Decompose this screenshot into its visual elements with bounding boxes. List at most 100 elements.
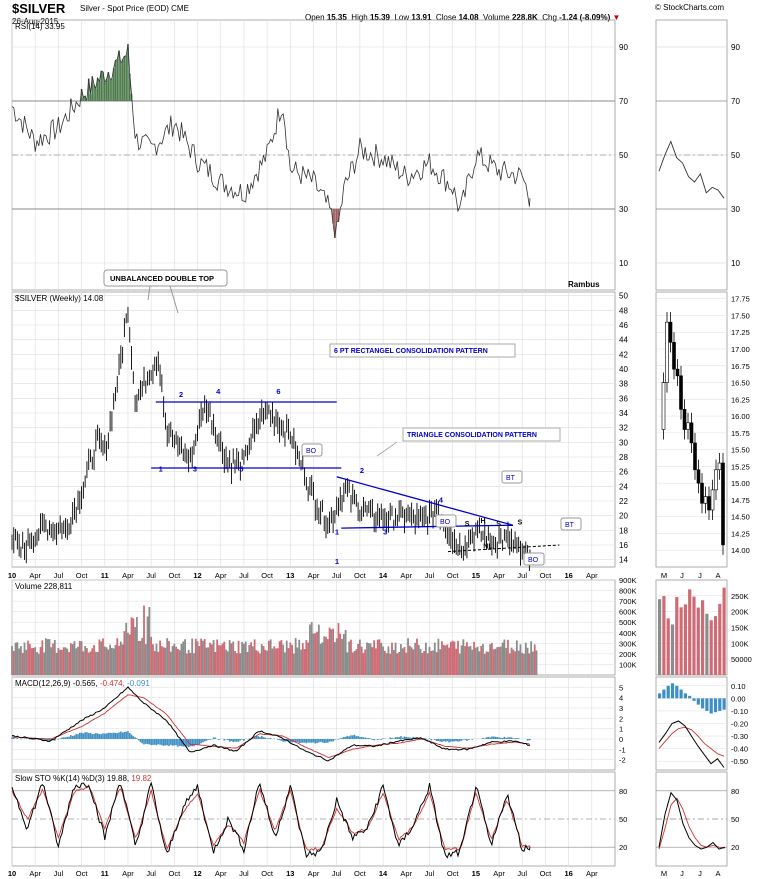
daily-candle-body bbox=[668, 321, 673, 343]
volume-bar bbox=[357, 643, 360, 675]
macd-histogram-bar bbox=[123, 731, 126, 739]
volume-bar bbox=[376, 639, 379, 675]
volume-bar bbox=[73, 641, 76, 675]
macd-histogram-bar bbox=[230, 739, 233, 742]
daily-candle-body bbox=[707, 496, 711, 511]
macd-histogram-bar bbox=[62, 737, 65, 739]
stochastic-d-line bbox=[11, 784, 531, 852]
volume-bar bbox=[48, 639, 51, 675]
volume-bar bbox=[237, 640, 240, 675]
daily-macd-tick-label: -0.20 bbox=[731, 720, 748, 729]
volume-bar bbox=[335, 638, 338, 675]
volume-bar bbox=[375, 648, 377, 675]
macd-histogram-bar bbox=[508, 737, 511, 739]
macd-histogram-bar bbox=[269, 738, 272, 739]
volume-bar bbox=[226, 651, 229, 675]
volume-bar bbox=[348, 641, 351, 675]
volume-bar bbox=[328, 627, 331, 675]
bottom-x-tick-label: 10 bbox=[8, 869, 16, 878]
macd-histogram-bar bbox=[178, 739, 181, 746]
macd-histogram-bar bbox=[232, 739, 235, 743]
shoulder-left: S bbox=[465, 521, 470, 528]
volume-bar bbox=[474, 647, 477, 675]
volume-bar bbox=[401, 648, 404, 675]
shoulder-right-2: S bbox=[518, 519, 523, 526]
macd-tick-label: 0 bbox=[619, 735, 623, 744]
rect-point-6: 6 bbox=[276, 387, 280, 396]
price-tick-label: 38 bbox=[619, 380, 628, 389]
daily-macd-line bbox=[658, 720, 725, 768]
price-x-tick-label: Apr bbox=[215, 571, 227, 580]
author-label: Rambus bbox=[568, 280, 600, 289]
macd-histogram-bar bbox=[227, 739, 229, 741]
price-tick-label: 26 bbox=[619, 468, 628, 477]
daily-macd-tick-label: -0.50 bbox=[731, 757, 748, 766]
symbol-title: $SILVER bbox=[12, 1, 66, 16]
macd-histogram-bar bbox=[84, 732, 86, 739]
price-x-tick-label: 13 bbox=[286, 571, 294, 580]
daily-candle-body bbox=[672, 342, 676, 370]
macd-histogram-bar bbox=[280, 739, 283, 741]
macd-histogram-bar bbox=[467, 739, 470, 740]
high-value: 15.39 bbox=[369, 13, 391, 22]
bottom-x-tick-label: Jul bbox=[239, 869, 249, 878]
macd-histogram-bar bbox=[405, 736, 408, 739]
macd-histogram-bar bbox=[410, 737, 413, 739]
macd-histogram-bar bbox=[48, 739, 51, 742]
volume-bar bbox=[284, 652, 286, 675]
macd-histogram-bar bbox=[368, 738, 370, 739]
macd-histogram-bar bbox=[348, 736, 350, 739]
macd-histogram-bar bbox=[80, 732, 83, 739]
volume-bar bbox=[12, 650, 15, 675]
price-tick-label: 48 bbox=[619, 306, 628, 315]
macd-histogram-bar bbox=[498, 737, 500, 739]
volume-bar bbox=[201, 640, 204, 675]
volume-bar bbox=[414, 642, 417, 675]
macd-histogram-bar bbox=[91, 734, 94, 739]
price-tick-label: 34 bbox=[619, 409, 628, 418]
volume-tick-label: 900K bbox=[619, 576, 637, 585]
bottom-x-tick-label: Oct bbox=[540, 869, 553, 878]
daily-volume-bar bbox=[688, 589, 692, 675]
double-top-callout-box bbox=[103, 269, 228, 287]
volume-bar bbox=[30, 648, 33, 675]
macd-histogram-bar bbox=[127, 731, 129, 739]
price-tick-label: 24 bbox=[619, 482, 628, 491]
price-tick-label: 36 bbox=[619, 394, 628, 403]
macd-histogram-bar bbox=[350, 735, 352, 739]
rect-point-5: 5 bbox=[239, 465, 243, 474]
price-x-tick-label: Oct bbox=[447, 571, 460, 580]
macd-histogram-bar bbox=[241, 739, 243, 740]
volume-bar bbox=[326, 639, 329, 675]
macd-legend: MACD(12,26,9) -0.565, -0.474, -0.091 bbox=[15, 679, 150, 688]
bottom-x-tick-label: Apr bbox=[400, 869, 412, 878]
volume-tick-label: 800K bbox=[619, 587, 637, 596]
volume-bar bbox=[207, 647, 210, 675]
daily-rsi-tick-label: 90 bbox=[731, 43, 740, 52]
volume-bar bbox=[325, 636, 327, 675]
symbol-description: Silver - Spot Price (EOD) CME bbox=[80, 4, 189, 13]
daily-bottom-x-tick-label: J bbox=[680, 869, 684, 878]
daily-macd-histogram-bar bbox=[705, 698, 709, 711]
daily-macd-histogram-bar bbox=[701, 698, 705, 709]
macd-histogram-bar bbox=[150, 739, 152, 746]
bottom-x-tick-label: 14 bbox=[379, 869, 388, 878]
triangle-label-box bbox=[402, 427, 561, 442]
macd-histogram-bar bbox=[439, 739, 441, 742]
macd-histogram-bar bbox=[54, 739, 56, 741]
macd-histogram-bar bbox=[407, 737, 409, 739]
macd-histogram-bar bbox=[394, 737, 397, 739]
macd-histogram-bar bbox=[491, 736, 493, 739]
macd-histogram-bar bbox=[93, 733, 95, 739]
bottom-x-tick-label: Oct bbox=[169, 869, 182, 878]
volume-bar bbox=[317, 624, 320, 675]
macd-histogram-bar bbox=[145, 739, 147, 744]
macd-histogram-bar bbox=[235, 739, 238, 742]
volume-bar bbox=[121, 644, 124, 675]
macd-histogram-bar bbox=[70, 735, 72, 739]
volume-bar bbox=[53, 639, 56, 675]
daily-bottom-x-tick-label: J bbox=[698, 869, 702, 878]
macd-histogram-bar bbox=[319, 739, 322, 742]
stochastic-tick-label: 50 bbox=[619, 815, 627, 824]
